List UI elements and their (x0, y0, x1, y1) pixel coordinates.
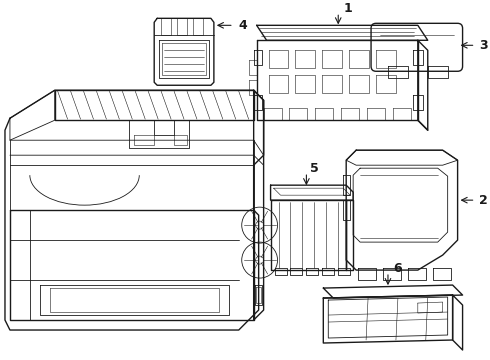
Text: 2: 2 (480, 194, 488, 207)
Text: 1: 1 (343, 2, 352, 15)
Text: 3: 3 (480, 39, 488, 52)
Text: 6: 6 (393, 262, 402, 275)
Text: 5: 5 (310, 162, 319, 175)
Text: 4: 4 (239, 19, 247, 32)
